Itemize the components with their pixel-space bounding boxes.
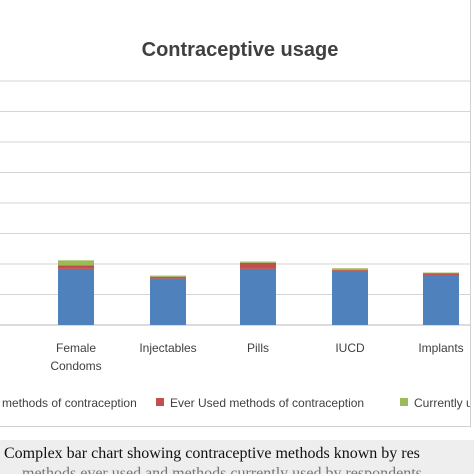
x-tick-label: Female Condoms [50, 341, 101, 373]
bar-segment [58, 268, 94, 325]
bar-segment [240, 268, 276, 325]
bar-segment [423, 273, 459, 275]
x-tick-labels: domsFemaleCondomsInjectablesPillsIUCDImp… [50, 341, 463, 373]
legend-swatch [156, 398, 164, 406]
legend-label: Currently u [414, 396, 470, 410]
bar-segment [58, 260, 94, 266]
chart-frame: Contraceptive usage domsFemaleCondomsInj… [0, 0, 471, 427]
bar-segment [150, 278, 186, 325]
bar-segment [332, 270, 368, 272]
bar-segment [240, 261, 276, 263]
stacked-bar-chart: Contraceptive usage domsFemaleCondomsInj… [0, 39, 470, 410]
x-tick-label: Implants [418, 341, 463, 355]
bar-segment [423, 274, 459, 325]
bar-segment [332, 268, 368, 271]
caption-line-1: Complex bar chart showing contraceptive … [4, 445, 420, 462]
bars [58, 260, 459, 325]
bar-segment [150, 276, 186, 279]
chart-title: Contraceptive usage [142, 39, 339, 61]
x-tick-label: Injectables [139, 341, 196, 355]
x-tick-label: Pills [247, 341, 269, 355]
legend-label: Ever Used methods of contraception [170, 396, 364, 410]
legend-swatch [400, 398, 408, 406]
bar-segment [332, 271, 368, 325]
bar-segment [423, 272, 459, 274]
bar-segment [58, 265, 94, 269]
x-tick-label: IUCD [335, 341, 365, 355]
legend: methods of contraception Ever Used method… [2, 396, 470, 410]
legend-label: methods of contraception [2, 396, 137, 410]
figure-caption: Complex bar chart showing contraceptive … [0, 440, 474, 474]
caption-line-2: methods ever used and methods currently … [22, 465, 422, 474]
bar-segment [240, 262, 276, 269]
bar-segment [150, 275, 186, 277]
